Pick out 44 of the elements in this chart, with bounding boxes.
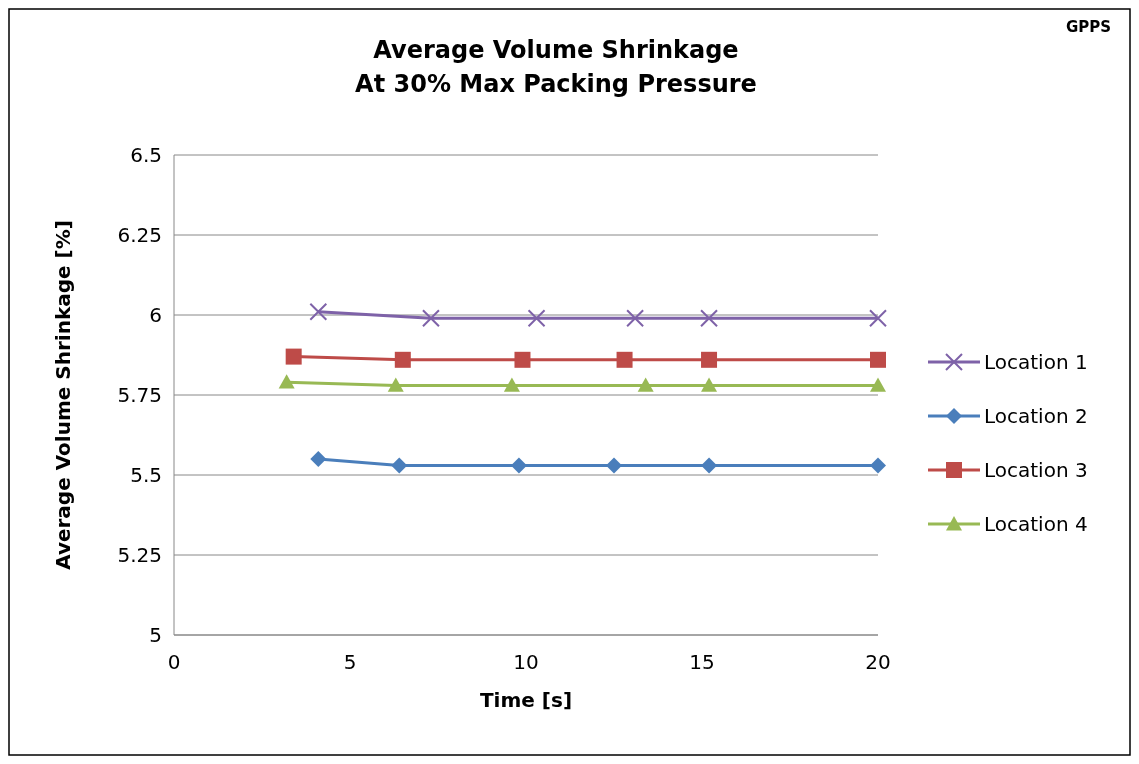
x-tick-label: 10 bbox=[513, 650, 539, 674]
x-tick-label: 5 bbox=[343, 650, 357, 674]
point bbox=[626, 309, 645, 328]
point bbox=[606, 457, 622, 474]
x-tick-label: 15 bbox=[689, 650, 715, 674]
point bbox=[503, 377, 520, 392]
point bbox=[870, 377, 886, 392]
point bbox=[701, 457, 718, 474]
y-tick-label: 5.5 bbox=[130, 463, 162, 487]
y-tick-label: 6.5 bbox=[130, 143, 162, 167]
point bbox=[309, 302, 328, 321]
point bbox=[616, 351, 633, 368]
point bbox=[278, 374, 295, 389]
y-tick-label: 6.25 bbox=[117, 223, 162, 247]
legend-label: Location 3 bbox=[984, 458, 1088, 482]
text: GPPS bbox=[1065, 18, 1111, 36]
point bbox=[870, 351, 886, 368]
legend-label: Location 1 bbox=[984, 350, 1088, 374]
y-axis-title: Average Volume Shrinkage [%] bbox=[51, 220, 75, 570]
legend-label: Location 4 bbox=[984, 512, 1088, 536]
point bbox=[701, 377, 718, 392]
point bbox=[510, 457, 527, 474]
legend-label: Location 2 bbox=[984, 404, 1088, 428]
point bbox=[310, 451, 327, 467]
point bbox=[527, 309, 546, 328]
point bbox=[637, 377, 654, 392]
point bbox=[870, 457, 886, 474]
point bbox=[285, 348, 302, 365]
point bbox=[391, 457, 408, 474]
point bbox=[700, 309, 719, 328]
point bbox=[421, 309, 440, 328]
y-tick-label: 5.25 bbox=[117, 543, 162, 567]
chart-title: Average Volume Shrinkage At 30% Max Packing Pressure bbox=[355, 36, 757, 98]
point bbox=[514, 351, 531, 368]
x-tick-label: 0 bbox=[167, 650, 181, 674]
point bbox=[394, 351, 411, 368]
y-tick-label: 5.75 bbox=[117, 383, 162, 407]
point bbox=[387, 377, 404, 392]
y-tick-label: 5 bbox=[149, 623, 162, 647]
y-tick-label: 6 bbox=[149, 303, 162, 327]
point bbox=[869, 309, 887, 328]
x-tick-label: 20 bbox=[865, 650, 891, 674]
point bbox=[701, 351, 718, 368]
x-axis-title: Time [s] bbox=[479, 688, 573, 712]
